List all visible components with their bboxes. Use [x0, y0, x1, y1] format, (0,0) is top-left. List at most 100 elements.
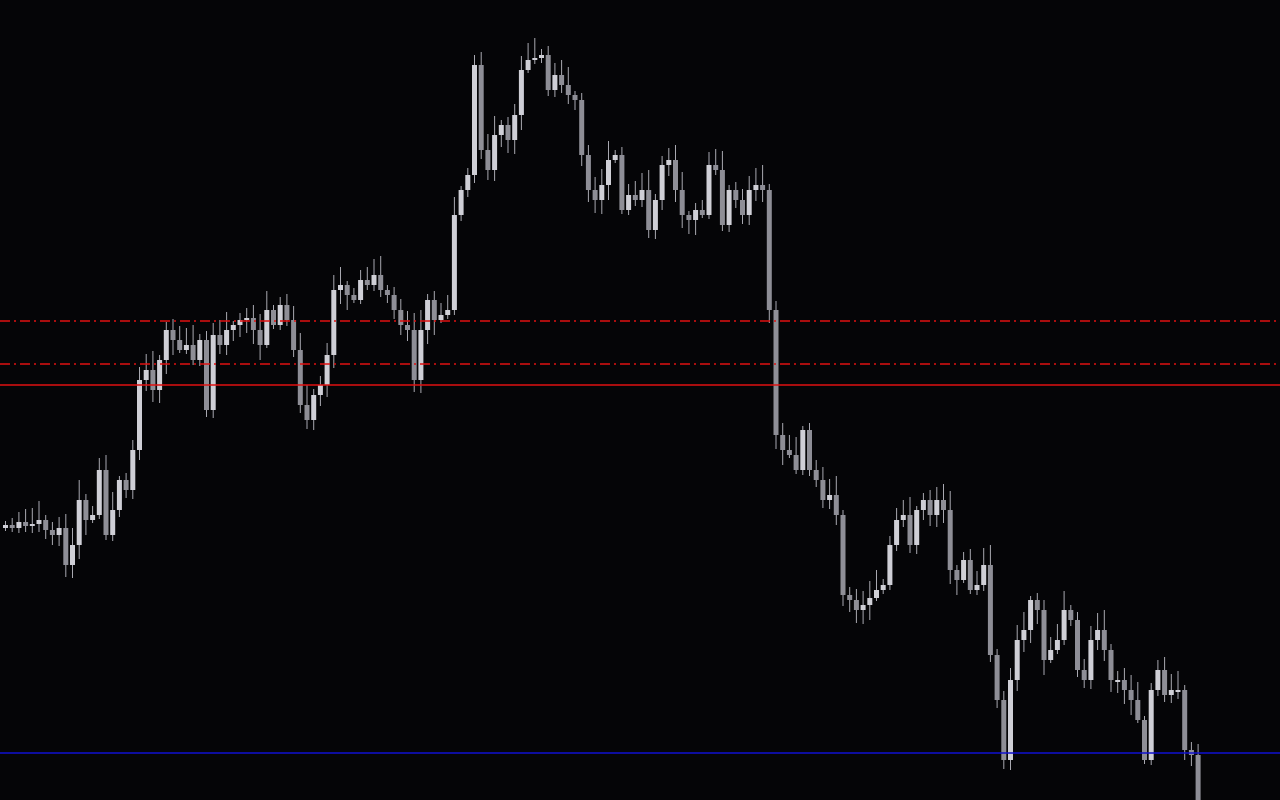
candle-bearish [1041, 610, 1047, 660]
candle-bullish [324, 355, 330, 385]
candle-bearish [820, 480, 826, 500]
candle-bearish [344, 285, 350, 295]
candle-bearish [713, 165, 719, 170]
candle-bearish [1001, 700, 1007, 760]
candle-bearish [740, 200, 745, 215]
candle-bullish [539, 55, 544, 58]
candle-bullish [900, 515, 906, 520]
candle-bullish [827, 495, 833, 500]
candle-bullish [1008, 680, 1013, 760]
candle-bearish [686, 215, 692, 220]
candle-bearish [1075, 620, 1080, 670]
candle-bearish [619, 155, 625, 210]
candle-bearish [679, 190, 685, 215]
candle-bullish [961, 560, 967, 580]
candle-bearish [840, 515, 846, 595]
candle-bullish [606, 160, 611, 185]
candle-bearish [592, 190, 598, 200]
candle-bearish [780, 435, 786, 450]
candle-bullish [358, 280, 364, 300]
candle-bullish [163, 330, 169, 360]
candle-bullish [472, 65, 477, 175]
candle-bearish [545, 55, 551, 90]
candle-bearish [927, 500, 933, 515]
candle-bearish [941, 500, 946, 510]
levels-group [0, 320, 1280, 754]
candle-bearish [786, 450, 792, 455]
candle-bullish [317, 385, 323, 395]
candle-bearish [1182, 690, 1188, 750]
candle-bearish [719, 170, 725, 225]
candle-bullish [867, 598, 873, 605]
candle-bullish [1061, 610, 1067, 640]
candle-bullish [311, 395, 317, 420]
candle-bearish [63, 528, 69, 565]
candle-bullish [418, 330, 424, 380]
candle-bearish [190, 345, 196, 360]
candle-bullish [197, 340, 203, 360]
candle-bullish [143, 370, 149, 380]
candle-bullish [96, 470, 102, 515]
candle-bearish [565, 85, 571, 95]
candle-bullish [974, 585, 980, 590]
candle-bullish [492, 135, 498, 170]
candle-bullish [599, 185, 605, 200]
candle-bullish [1048, 650, 1054, 660]
candle-bearish [847, 595, 853, 600]
candle-bullish [880, 585, 886, 590]
candle-bearish [291, 320, 297, 350]
candle-bearish [297, 350, 303, 405]
candle-bullish [451, 215, 457, 310]
candle-bullish [693, 210, 699, 220]
candle-bullish [706, 165, 712, 215]
candle-bullish [183, 345, 189, 350]
candle-bearish [150, 370, 156, 390]
candle-bearish [103, 470, 109, 535]
candle-bearish [833, 495, 839, 515]
candle-bearish [123, 480, 129, 490]
candle-bullish [652, 200, 658, 230]
candle-bearish [1142, 720, 1147, 760]
candle-bearish [766, 190, 772, 310]
candle-bearish [760, 185, 766, 190]
candle-bullish [16, 522, 22, 528]
candle-bullish [894, 520, 900, 545]
candle-bearish [967, 560, 973, 590]
candle-bearish [632, 195, 638, 200]
candle-bearish [813, 470, 819, 480]
candle-bearish [304, 405, 310, 420]
candle-bearish [733, 190, 739, 200]
candle-bullish [981, 565, 987, 585]
candle-bullish [331, 290, 337, 355]
candle-bearish [1081, 670, 1087, 680]
candle-bearish [807, 430, 812, 470]
candle-bearish [204, 340, 209, 410]
candle-bullish [458, 190, 464, 215]
candle-bullish [70, 545, 75, 565]
candle-bullish [36, 520, 42, 524]
candle-bullish [438, 315, 444, 320]
candle-bearish [954, 570, 960, 580]
candle-bearish [257, 330, 263, 345]
candle-bullish [264, 310, 270, 345]
candle-bearish [947, 510, 953, 570]
candle-bearish [284, 305, 290, 320]
candle-bearish [907, 515, 913, 545]
candle-bullish [1175, 690, 1181, 692]
candle-bearish [431, 300, 437, 320]
candle-bearish [83, 500, 89, 520]
candle-bearish [49, 530, 55, 535]
candle-bullish [277, 305, 283, 325]
candle-bullish [1054, 640, 1060, 650]
candle-bullish [116, 480, 122, 510]
candle-bearish [559, 75, 565, 85]
candle-bullish [1155, 670, 1161, 690]
candle-bullish [1148, 690, 1154, 760]
candle-bearish [1068, 610, 1074, 620]
candle-bullish [887, 545, 893, 585]
candle-bearish [398, 310, 404, 325]
candle-bearish [351, 295, 357, 300]
candle-bullish [425, 300, 431, 330]
candle-bullish [465, 175, 471, 190]
